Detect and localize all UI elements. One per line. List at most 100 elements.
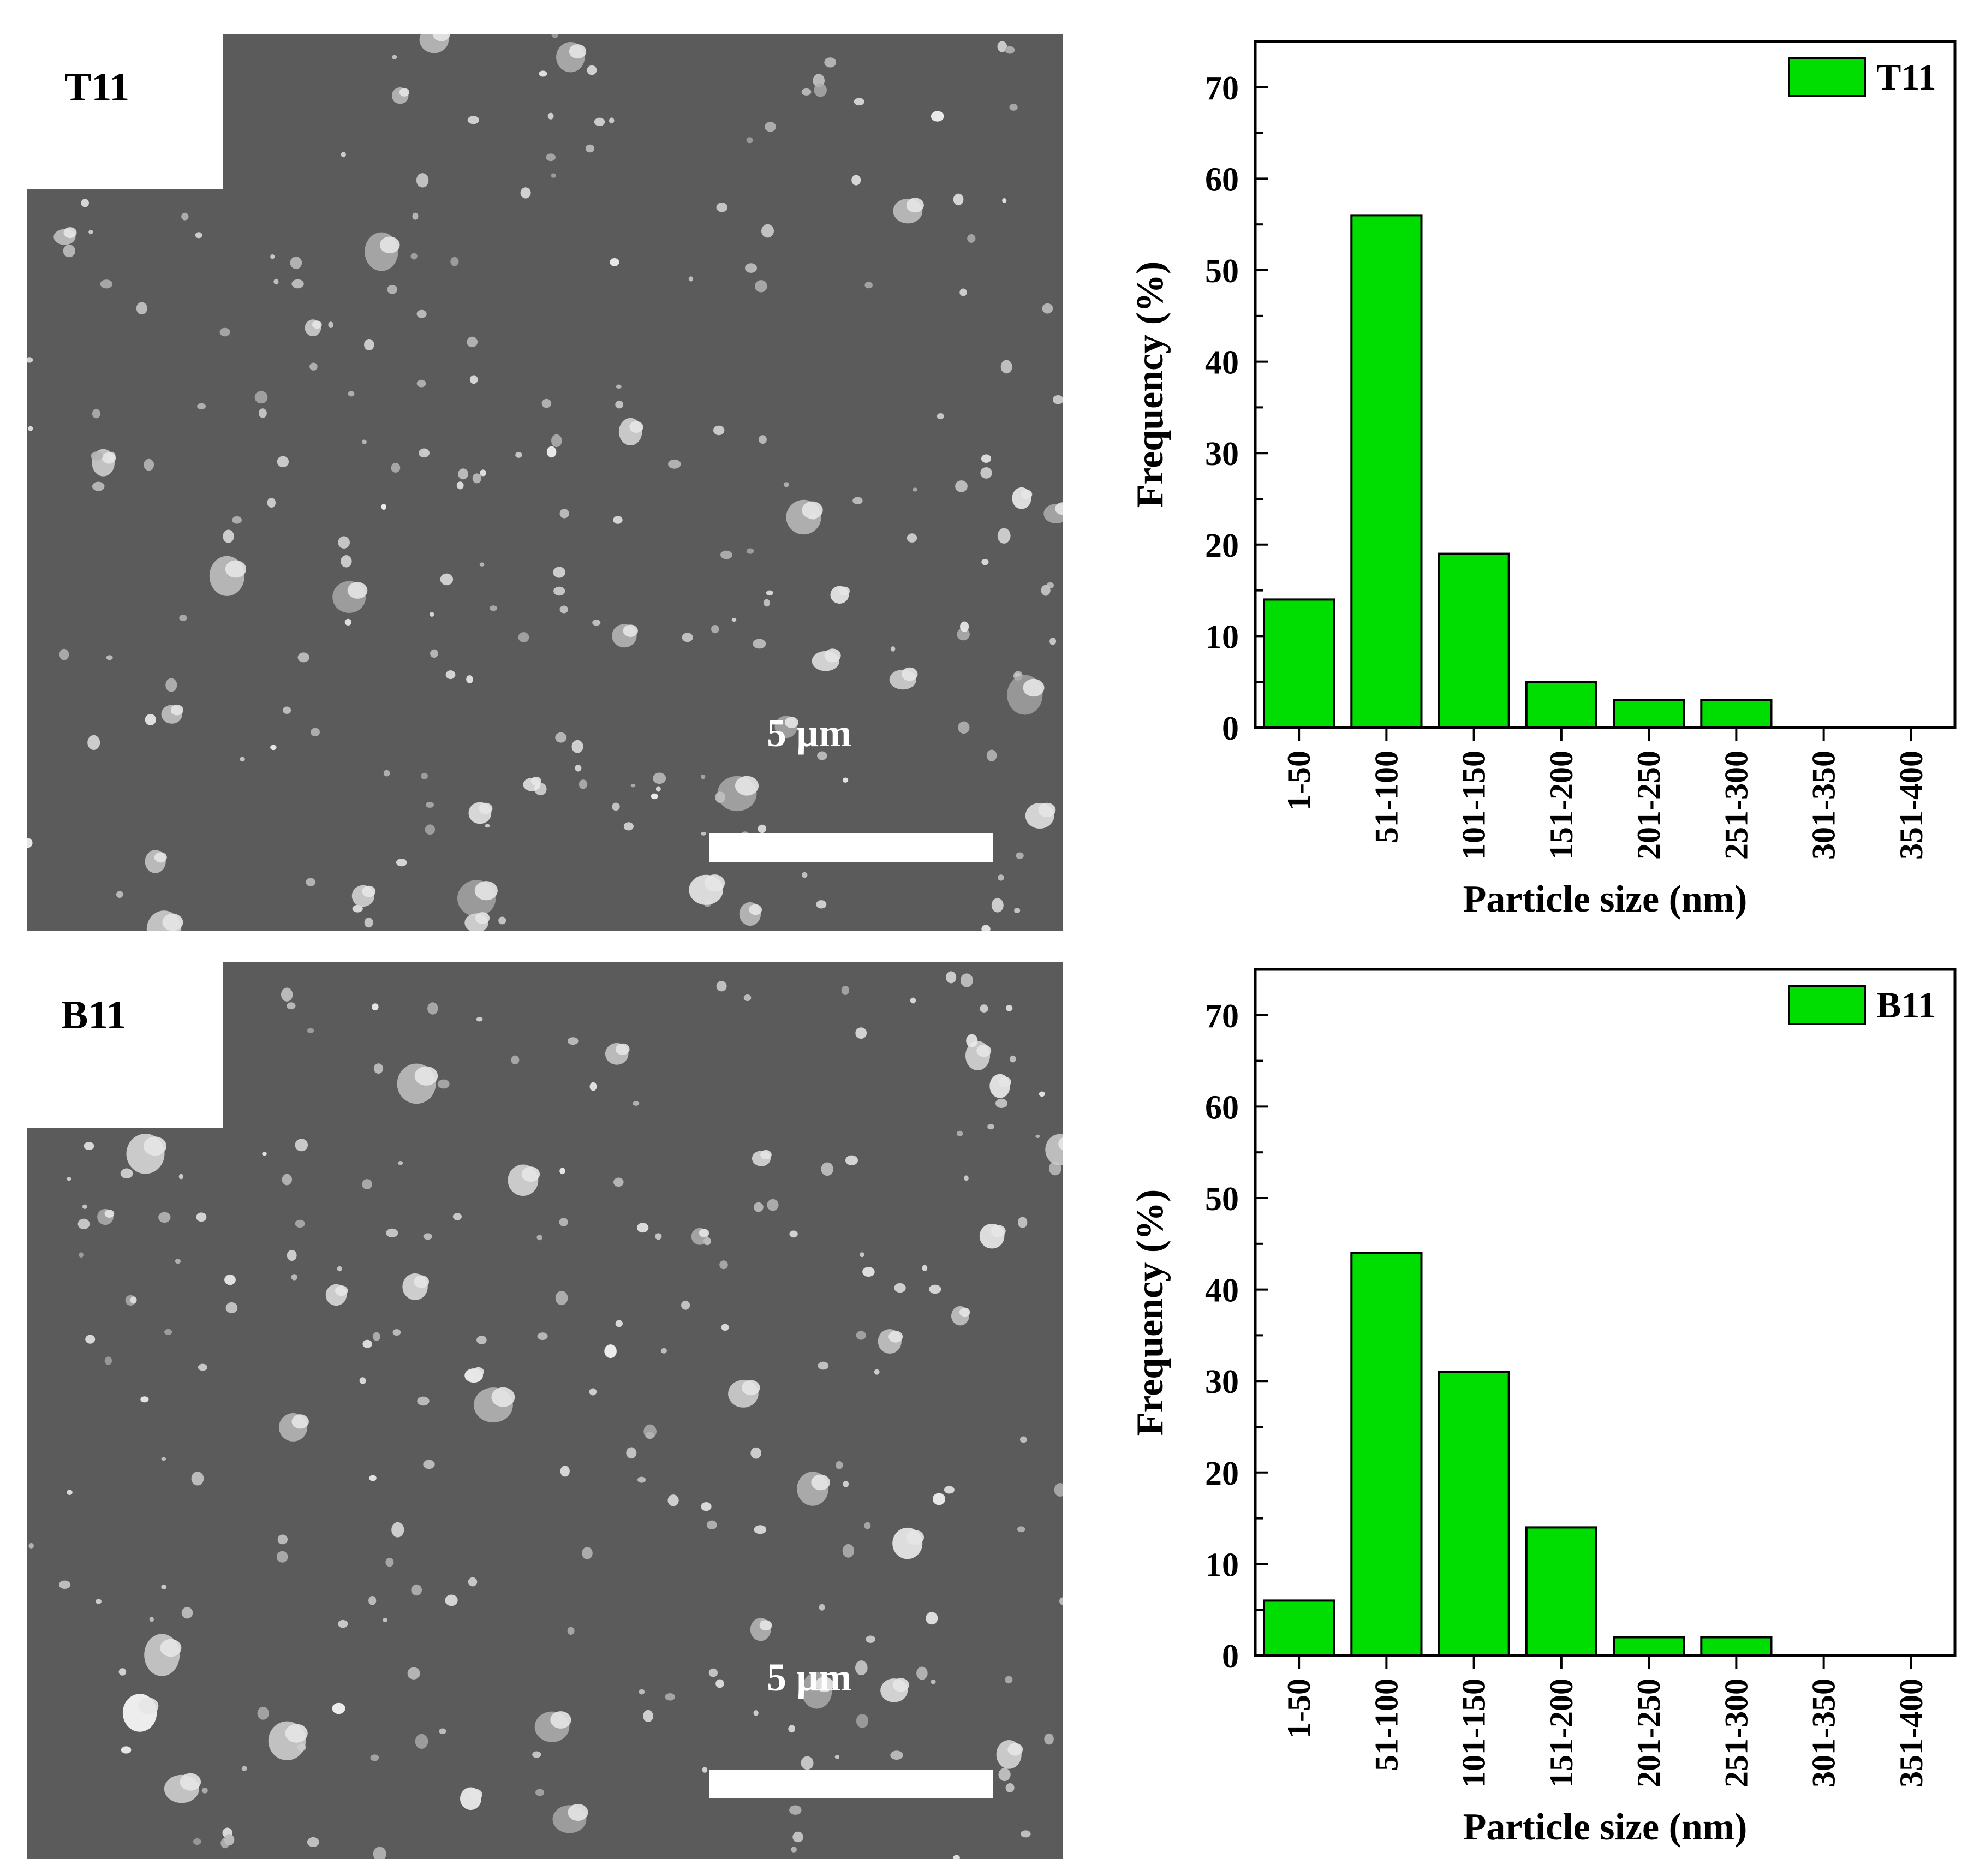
- sem-particle: [258, 408, 267, 418]
- sem-particle: [987, 1124, 994, 1130]
- legend-swatch: [1788, 57, 1866, 97]
- sem-particle: [1017, 1526, 1025, 1533]
- sem-particle: [888, 1331, 903, 1343]
- histogram-bar: [1613, 1636, 1685, 1657]
- sem-particle: [196, 1212, 207, 1222]
- sem-particle: [412, 212, 419, 220]
- sem-particle: [362, 1179, 372, 1190]
- y-tick-label: 10: [1205, 618, 1239, 656]
- sem-particle: [281, 987, 293, 1002]
- sem-particle: [1000, 360, 1012, 374]
- histogram-bar: [1525, 681, 1597, 729]
- sem-particle: [715, 1679, 724, 1688]
- sem-particle: [553, 567, 565, 578]
- sem-particle: [616, 1043, 630, 1055]
- sem-particle: [842, 1544, 855, 1558]
- sem-particle: [79, 1252, 84, 1258]
- histogram-chart: 0 10 20 30 40 50 60 70 1-50 51-100 101-150 151-200 2…: [1129, 40, 1957, 920]
- sem-particle: [161, 1457, 166, 1461]
- sem-particle: [929, 1284, 941, 1294]
- sem-particle: [569, 44, 587, 59]
- sem-particle: [856, 1331, 866, 1340]
- sem-particle: [485, 824, 490, 828]
- sem-particle: [498, 916, 506, 925]
- sem-particle: [661, 1348, 667, 1354]
- sem-particle: [802, 501, 823, 519]
- sem-particle: [193, 1838, 201, 1845]
- sem-particle: [458, 468, 468, 480]
- sem-particle: [926, 1612, 938, 1625]
- sem-particle: [181, 1607, 193, 1619]
- histogram-t11: 0 10 20 30 40 50 60 70 1-50 51-100 101-150 151-200 2…: [1102, 22, 1968, 944]
- sem-particle: [479, 802, 493, 814]
- sem-particle: [720, 550, 732, 559]
- x-axis-label: Particle size (nm): [1463, 878, 1748, 920]
- sem-particle: [432, 34, 450, 41]
- y-tick-label: 30: [1205, 1363, 1239, 1401]
- sem-particle: [814, 83, 827, 97]
- sem-particle: [560, 1466, 570, 1477]
- sem-particle: [818, 1361, 829, 1370]
- sem-particle: [708, 1668, 718, 1677]
- sem-particle: [149, 1617, 154, 1622]
- legend-label: B11: [1876, 984, 1936, 1026]
- sem-particle: [681, 1300, 690, 1310]
- sem-particle: [953, 193, 964, 206]
- sem-particle: [407, 1667, 420, 1680]
- sem-particle: [589, 1082, 597, 1091]
- sem-particle: [282, 706, 291, 714]
- sem-particle: [789, 1805, 802, 1815]
- sem-particle: [85, 1335, 96, 1344]
- x-tick-label: 351-400: [1893, 1678, 1929, 1788]
- sem-particle: [476, 1017, 483, 1022]
- legend: T11: [1788, 56, 1936, 98]
- sem-particle: [551, 173, 556, 178]
- sem-particle: [991, 1225, 1006, 1237]
- sem-particle: [579, 779, 588, 789]
- sem-particle: [530, 776, 542, 785]
- sem-particle: [154, 852, 167, 863]
- sem-particle: [980, 1004, 988, 1013]
- sem-particle: [824, 648, 841, 663]
- sem-particle: [824, 57, 837, 68]
- sem-particle: [1021, 1830, 1031, 1838]
- sem-particle: [104, 1356, 112, 1365]
- sem-particle: [862, 1267, 875, 1277]
- sem-particle: [1038, 802, 1056, 818]
- sem-particle: [225, 1302, 238, 1314]
- sem-particle: [312, 320, 322, 329]
- sem-particle: [567, 1037, 579, 1045]
- sem-particle: [295, 1219, 305, 1228]
- sem-particle: [955, 480, 968, 492]
- sem-particle: [521, 1166, 540, 1182]
- sem-particle: [763, 599, 770, 607]
- sem-particle: [445, 1594, 458, 1606]
- sem-particle: [715, 791, 725, 803]
- sem-particle: [665, 1693, 676, 1701]
- y-tick-label: 20: [1205, 527, 1239, 564]
- sem-particle: [165, 678, 177, 692]
- sem-particle: [609, 117, 615, 124]
- sem-particle: [745, 263, 757, 273]
- sem-particle: [178, 1174, 184, 1180]
- plot-frame: [1254, 968, 1957, 1657]
- sem-particle: [116, 891, 123, 898]
- sem-particle: [397, 1161, 403, 1165]
- sem-particle: [87, 735, 100, 750]
- sem-particle: [753, 639, 766, 649]
- sem-particle: [1018, 1217, 1028, 1228]
- sem-particle: [855, 1660, 868, 1676]
- y-tick-label: 20: [1205, 1455, 1239, 1492]
- sem-particle: [415, 1734, 428, 1749]
- y-axis-label: Frequency (%): [1129, 1189, 1171, 1436]
- sem-particle: [916, 1666, 928, 1680]
- sem-particle: [967, 234, 976, 243]
- sem-particle: [417, 1396, 430, 1406]
- sem-particle: [102, 452, 116, 464]
- sem-particle: [959, 1307, 970, 1317]
- y-tick-label: 70: [1205, 70, 1239, 107]
- sem-particle: [758, 824, 767, 833]
- sem-label-box: [27, 34, 223, 189]
- sem-particle: [373, 1063, 384, 1074]
- y-tick-label: 40: [1205, 344, 1239, 382]
